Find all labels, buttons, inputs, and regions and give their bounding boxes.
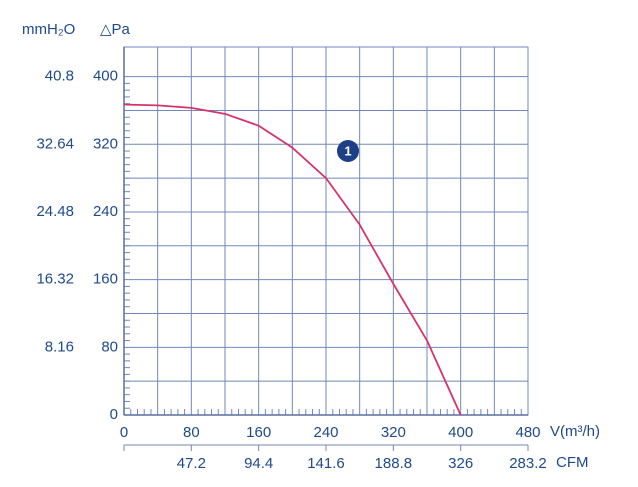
y-tick-label: 0 <box>110 406 118 423</box>
x-tick-label: 400 <box>448 424 473 441</box>
y-tick-label: 80 <box>101 338 118 355</box>
x-tick-label: 480 <box>515 424 540 441</box>
performance-curve <box>123 103 462 416</box>
x-axis-label: V(m³/h) <box>550 423 600 440</box>
x-tick-label: 0 <box>120 424 128 441</box>
y2-tick-label: 8.16 <box>45 338 74 355</box>
x2-tick-label: 283.2 <box>509 455 547 472</box>
y-tick-label: 160 <box>93 271 118 288</box>
curve-badge-label: 1 <box>344 143 351 158</box>
x2-tick-label: 94.4 <box>244 455 273 472</box>
x-tick-label: 320 <box>381 424 406 441</box>
y-unit-label: mmH₂O <box>22 21 75 38</box>
x2-axis-label: CFM <box>556 454 589 471</box>
x2-tick-label: 326 <box>448 455 473 472</box>
x2-tick-label: 47.2 <box>177 455 206 472</box>
curve-badge <box>337 140 359 162</box>
y2-unit-label: △Pa <box>100 21 131 38</box>
y-tick-label: 400 <box>93 68 118 85</box>
y-tick-label: 320 <box>93 135 118 152</box>
y2-tick-label: 24.48 <box>36 203 74 220</box>
y2-tick-label: 32.64 <box>36 135 74 152</box>
x2-tick-label: 141.6 <box>307 455 345 472</box>
x-tick-label: 80 <box>183 424 200 441</box>
x-tick-label: 160 <box>246 424 271 441</box>
y2-tick-label: 16.32 <box>36 271 74 288</box>
y-tick-label: 240 <box>93 203 118 220</box>
x2-tick-label: 188.8 <box>375 455 413 472</box>
y2-tick-label: 40.8 <box>45 68 74 85</box>
x-tick-label: 240 <box>313 424 338 441</box>
